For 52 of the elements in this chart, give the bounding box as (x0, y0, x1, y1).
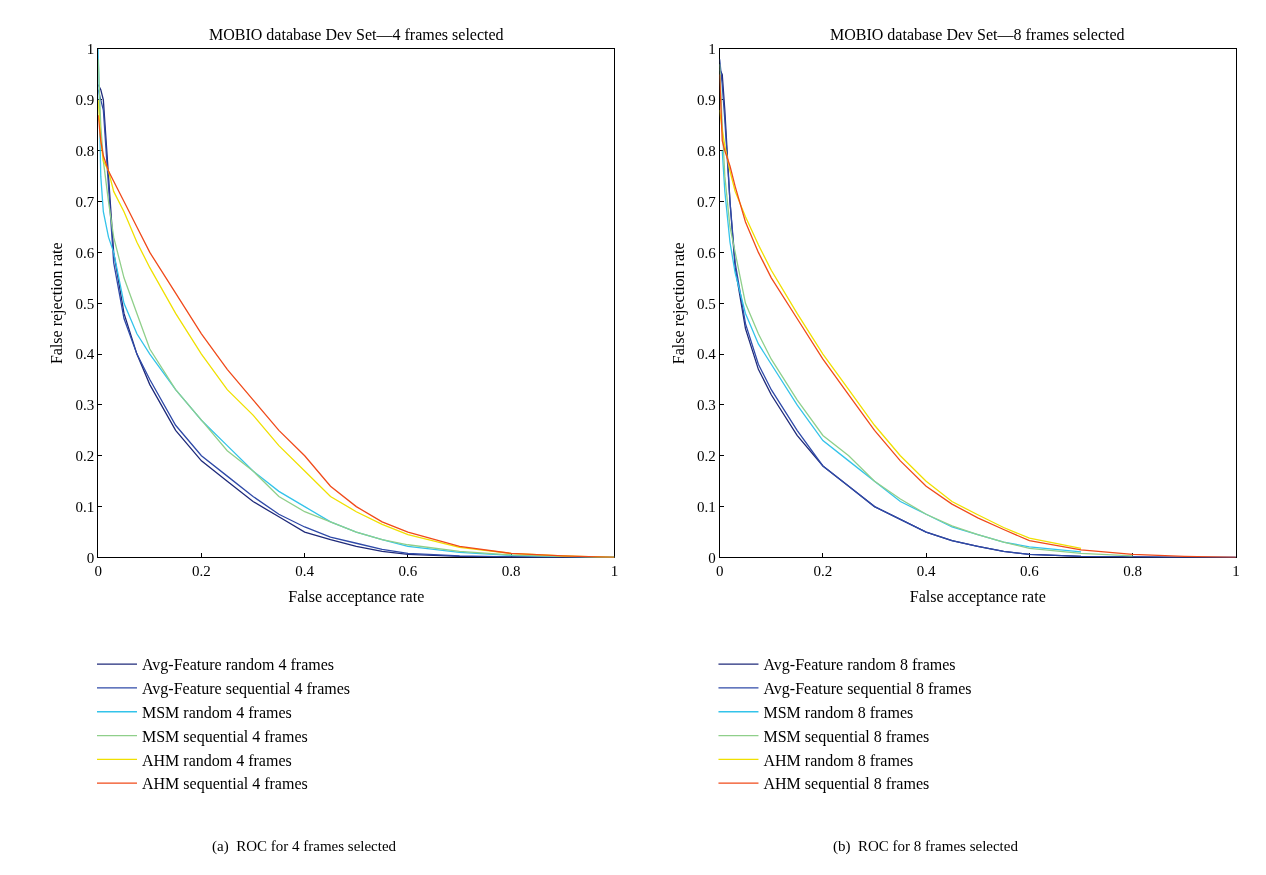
x-tick-label: 0.6 (1020, 563, 1040, 580)
y-tick-label: 0.9 (75, 92, 95, 109)
y-tick-label: 0.6 (696, 244, 717, 261)
y-tick-label: 0.4 (696, 346, 717, 363)
x-tick-label: 0.4 (916, 563, 937, 580)
y-tick-label: 0.4 (75, 346, 95, 363)
y-tick-label: 0.5 (75, 295, 95, 312)
y-tick-label: 0.1 (75, 498, 95, 515)
y-tick-label: 0.3 (696, 397, 716, 414)
x-tick-label: 1 (610, 563, 619, 580)
y-tick-label: 0.1 (696, 498, 716, 515)
legend-label: AHM sequential 4 frames (141, 775, 308, 794)
text: (b) ROC for 8 frames selected (833, 838, 1019, 855)
text: (a) ROC for 4 frames selected (212, 838, 397, 855)
chart-title: MOBIO database Dev Set—8 frames selected (830, 26, 1125, 43)
legend-label: AHM sequential 8 frames (763, 775, 930, 794)
x-tick-label: 0.8 (501, 563, 521, 580)
legend-label: MSM random 8 frames (763, 703, 914, 721)
legend-label: MSM sequential 4 frames (141, 727, 308, 746)
y-tick-label: 0.3 (75, 397, 95, 414)
y-axis-title: False rejection rate (48, 242, 67, 365)
x-axis-title: False acceptance rate (288, 588, 425, 607)
y-tick-label: 1 (86, 41, 95, 58)
legend-label: Avg-Feature random 4 frames (141, 656, 335, 675)
y-tick-label: 0.8 (696, 142, 716, 159)
x-tick-label: 0.4 (295, 563, 315, 580)
y-tick-label: 0.8 (75, 142, 95, 159)
legend-label: Avg-Feature sequential 4 frames (141, 680, 351, 699)
y-tick-label: 0.2 (696, 448, 716, 465)
legend-label: MSM random 4 frames (141, 703, 292, 721)
legend-label: MSM sequential 8 frames (763, 727, 930, 746)
legend-label: AHM random 4 frames (141, 751, 292, 769)
y-tick-label: 0 (86, 549, 95, 566)
chart-title: MOBIO database Dev Set—4 frames selected (209, 26, 504, 43)
x-tick-label: 0.2 (813, 563, 833, 580)
y-tick-label: 0 (708, 549, 716, 566)
legend-label: Avg-Feature random 8 frames (763, 656, 956, 675)
y-tick-label: 0.6 (75, 244, 95, 261)
y-tick-label: 0.5 (696, 295, 716, 312)
y-axis-title: False rejection rate (669, 242, 688, 365)
y-tick-label: 0.9 (696, 92, 716, 109)
x-tick-label: 1 (1232, 563, 1240, 580)
y-tick-label: 0.2 (75, 448, 95, 465)
legend-label: Avg-Feature sequential 8 frames (763, 680, 972, 699)
y-tick-label: 0.7 (75, 193, 95, 210)
x-tick-label: 0.2 (192, 563, 211, 580)
y-tick-label: 0.7 (696, 193, 717, 210)
x-tick-label: 0.6 (398, 563, 418, 580)
x-tick-label: 0.8 (1123, 563, 1143, 580)
legend-label: AHM random 8 frames (763, 751, 914, 769)
x-axis-title: False acceptance rate (909, 588, 1046, 607)
y-tick-label: 1 (708, 41, 716, 58)
